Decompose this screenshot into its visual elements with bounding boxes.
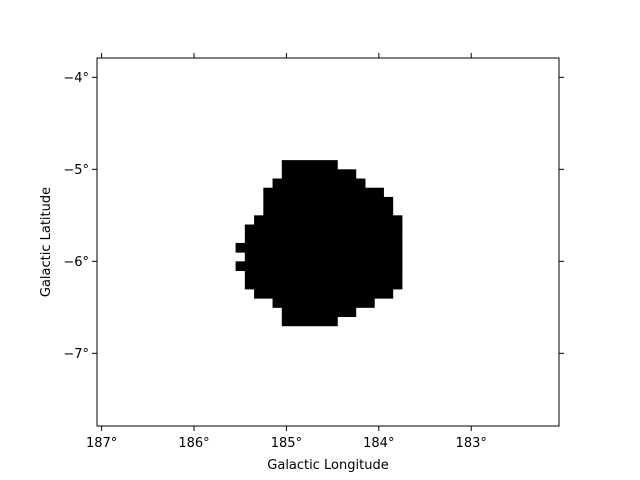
x-axis-label: Galactic Longitude [267, 458, 388, 473]
mask-row-8 [244, 252, 403, 262]
mask-row-10 [244, 270, 403, 290]
mask-row-12 [272, 298, 375, 308]
mask-row-7 [235, 242, 403, 253]
x-tick-label-4: 183° [456, 436, 487, 451]
mask-row-4 [263, 196, 394, 216]
axis-ticks: 187° 186° 185° 184° 183° −4° −5° −6° −7° [63, 53, 564, 451]
y-axis-label: Galactic Latitude [39, 187, 54, 297]
y-tick-label-1: −5° [63, 163, 89, 178]
x-tick-label-1: 186° [178, 436, 209, 451]
mask-row-0 [281, 160, 338, 170]
mask-row-2 [272, 178, 366, 189]
y-tick-label-2: −6° [63, 255, 89, 270]
mask-region [235, 160, 403, 327]
mask-row-5 [254, 215, 403, 226]
y-tick-label-0: −4° [63, 71, 89, 86]
y-tick-label-3: −7° [63, 347, 89, 362]
mask-row-14 [281, 316, 338, 327]
mask-row-13 [281, 307, 357, 318]
x-tick-label-0: 187° [86, 436, 117, 451]
mask-row-3 [263, 187, 384, 198]
x-tick-label-2: 185° [271, 436, 302, 451]
mask-row-1 [281, 169, 357, 180]
mask-row-9 [235, 261, 403, 272]
mask-row-6 [244, 224, 403, 244]
plot-frame [96, 57, 560, 427]
mask-row-11 [254, 288, 394, 299]
x-tick-label-3: 184° [363, 436, 394, 451]
